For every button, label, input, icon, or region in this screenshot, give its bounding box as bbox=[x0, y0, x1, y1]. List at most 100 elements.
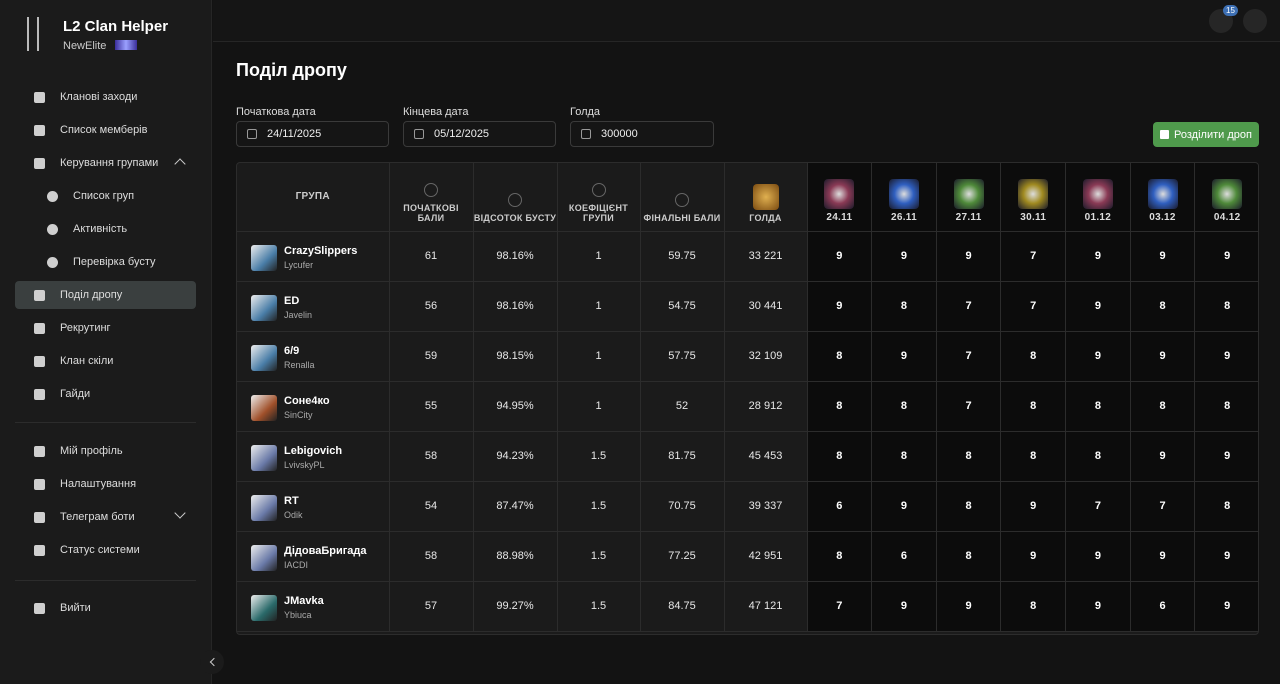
group-leader: LvivskyPL bbox=[284, 460, 325, 470]
drop-count: 8 bbox=[1000, 381, 1067, 432]
group-cell: 6/9 Renalla bbox=[237, 331, 390, 382]
nav-item[interactable]: Налаштування bbox=[15, 470, 196, 498]
cell-coef: 1 bbox=[557, 331, 641, 382]
nav-item[interactable]: Статус системи bbox=[15, 536, 196, 564]
drop-count: 8 bbox=[871, 281, 937, 332]
drop-count: 8 bbox=[807, 531, 873, 582]
nav-label: Статус системи bbox=[60, 544, 140, 556]
drop-count: 9 bbox=[871, 231, 937, 282]
group-leader: Lycufer bbox=[284, 260, 314, 270]
drop-count: 7 bbox=[936, 381, 1002, 432]
cell-base: 56 bbox=[389, 281, 474, 332]
nav-item[interactable]: Кланові заходи bbox=[15, 83, 196, 111]
nav-item[interactable]: Рекрутинг bbox=[15, 314, 196, 342]
drop-count: 9 bbox=[1130, 231, 1196, 282]
group-name: Lebigovich bbox=[284, 445, 343, 457]
nav-icon bbox=[34, 445, 45, 457]
drop-count: 9 bbox=[1065, 331, 1131, 382]
date-label: 04.12 bbox=[1213, 211, 1241, 223]
drop-count: 9 bbox=[871, 581, 937, 632]
nav-label: Керування групами bbox=[60, 157, 159, 169]
cell-gold: 32 109 bbox=[724, 331, 808, 382]
drop-count: 8 bbox=[1065, 431, 1131, 482]
filter-label: Кінцева дата bbox=[403, 106, 469, 118]
column-title: ГРУПА bbox=[295, 191, 330, 203]
nav-item[interactable]: Перевірка бусту bbox=[15, 248, 196, 276]
date-label: 01.12 bbox=[1084, 211, 1112, 223]
sidebar: L2 Clan Helper NewElite Кланові заходи Сп… bbox=[0, 0, 212, 684]
cell-base: 61 bbox=[389, 231, 474, 282]
item-icon bbox=[1082, 178, 1113, 209]
column-icon bbox=[424, 182, 438, 197]
nav-label: Кланові заходи bbox=[60, 91, 138, 103]
drop-count: 8 bbox=[1194, 281, 1258, 332]
column-title: ПОЧАТКОВІ БАЛИ bbox=[403, 202, 459, 223]
group-avatar bbox=[251, 444, 277, 471]
drop-count: 8 bbox=[936, 481, 1002, 532]
cell-boost: 99.27% bbox=[473, 581, 558, 632]
table-row: ДідоваБригада IACDI 58 88.98% 1.5 77.25 42 951… bbox=[237, 531, 1258, 582]
cell-gold: 45 453 bbox=[724, 431, 808, 482]
item-icon bbox=[1147, 178, 1178, 209]
cell-coef: 1 bbox=[557, 231, 641, 282]
column-header: КОЕФІЦІЄНТ ГРУПИ bbox=[557, 163, 641, 232]
date-label: 24.11 bbox=[826, 211, 853, 223]
cell-coef: 1.5 bbox=[557, 531, 641, 582]
group-cell: Lebigovich LvivskyPL bbox=[237, 431, 390, 482]
table-row: CrazySlippers Lycufer 61 98.16% 1 59.75 33 221… bbox=[237, 231, 1258, 282]
drop-count: 9 bbox=[1130, 331, 1196, 382]
input-icon bbox=[247, 129, 257, 139]
column-header: ГРУПА bbox=[237, 163, 390, 232]
notification-badge: 15 bbox=[1223, 5, 1238, 16]
drop-count: 8 bbox=[1130, 281, 1196, 332]
page-title: Поділ дропу bbox=[236, 60, 347, 80]
cell-boost: 94.95% bbox=[473, 381, 558, 432]
cell-gold: 47 121 bbox=[724, 581, 808, 632]
filter-input[interactable]: 300000 bbox=[570, 121, 714, 147]
nav-label: Список груп bbox=[73, 190, 135, 202]
cell-base: 54 bbox=[389, 481, 474, 532]
drop-count: 6 bbox=[1130, 581, 1196, 632]
nav-item[interactable]: Список груп bbox=[15, 182, 196, 210]
group-avatar bbox=[251, 394, 277, 421]
nav-item[interactable]: Активність bbox=[15, 215, 196, 243]
column-icon bbox=[591, 182, 606, 197]
drop-count: 8 bbox=[1194, 381, 1258, 432]
filter-input[interactable]: 05/12/2025 bbox=[403, 121, 556, 147]
item-icon bbox=[1212, 178, 1243, 209]
drop-count: 8 bbox=[1000, 581, 1067, 632]
cell-base: 59 bbox=[389, 331, 474, 382]
split-drop-button[interactable]: Розділити дроп bbox=[1153, 122, 1259, 147]
drop-count: 9 bbox=[1065, 231, 1131, 282]
nav-icon bbox=[34, 388, 45, 400]
input-value: 05/12/2025 bbox=[434, 128, 490, 140]
nav-item[interactable]: Гайди bbox=[15, 380, 196, 408]
nav-item[interactable]: Мій профіль bbox=[15, 437, 196, 465]
cell-coef: 1.5 bbox=[557, 431, 641, 482]
nav-item[interactable]: Керування групами bbox=[15, 149, 196, 177]
nav-icon bbox=[34, 91, 45, 103]
cell-final: 59.75 bbox=[640, 231, 725, 282]
drop-count: 8 bbox=[936, 431, 1002, 482]
nav-item[interactable]: Телеграм боти bbox=[15, 503, 196, 531]
nav-item[interactable]: Вийти bbox=[15, 594, 196, 622]
divider bbox=[15, 422, 196, 423]
date-label: 27.11 bbox=[955, 211, 982, 223]
column-icon bbox=[675, 192, 689, 207]
column-header: ПОЧАТКОВІ БАЛИ bbox=[389, 163, 474, 232]
nav-item[interactable]: Список мемберів bbox=[15, 116, 196, 144]
nav-item[interactable]: Клан скіли bbox=[15, 347, 196, 375]
table-row: RT Odik 54 87.47% 1.5 70.75 39 337 6 9 8 9 7 7 8 bbox=[237, 481, 1258, 532]
filter-input[interactable]: 24/11/2025 bbox=[236, 121, 389, 147]
drop-count: 9 bbox=[1065, 581, 1131, 632]
cell-gold: 42 951 bbox=[724, 531, 808, 582]
logo bbox=[27, 17, 39, 51]
collapse-button[interactable] bbox=[200, 650, 224, 674]
chat-button[interactable] bbox=[1243, 9, 1267, 33]
nav-item[interactable]: Поділ дропу bbox=[15, 281, 196, 309]
cell-base: 58 bbox=[389, 531, 474, 582]
group-leader: Odik bbox=[284, 510, 303, 520]
group-names: Соне4ко SinCity bbox=[284, 395, 330, 420]
table-row: Lebigovich LvivskyPL 58 94.23% 1.5 81.75 45 45… bbox=[237, 431, 1258, 482]
drop-count: 8 bbox=[807, 331, 873, 382]
